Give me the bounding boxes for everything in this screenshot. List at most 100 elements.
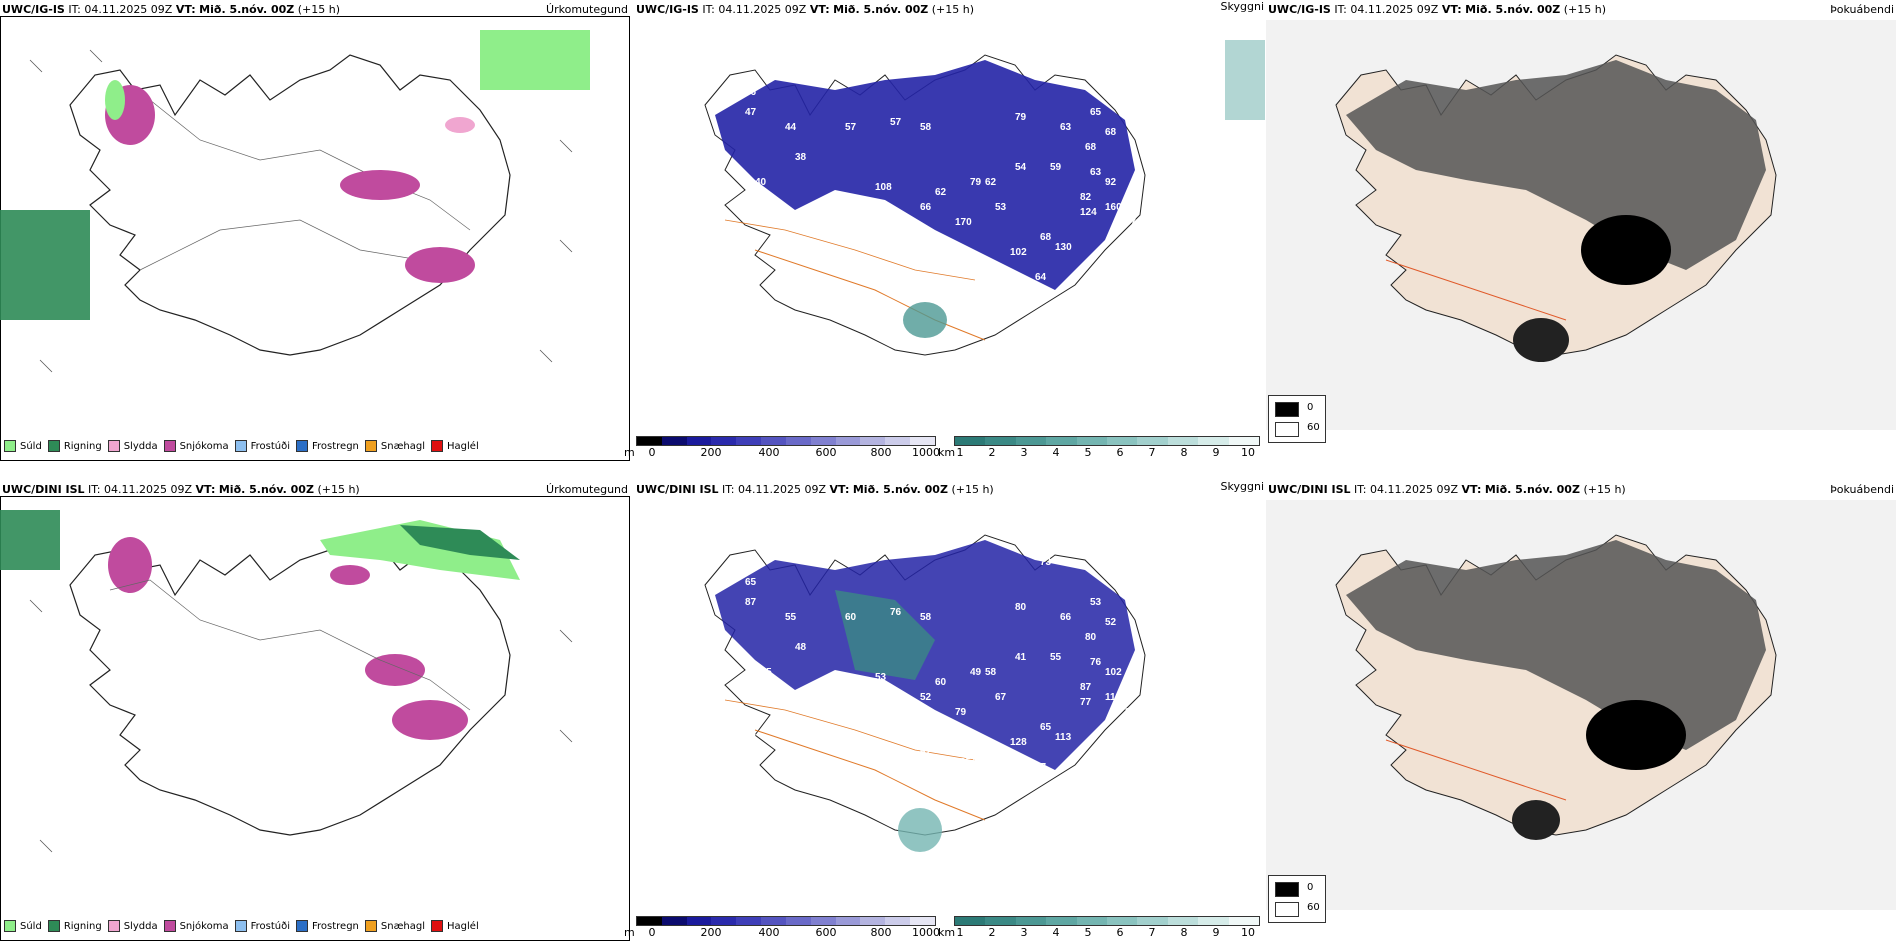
height-colorbar: m 0 200 400 600 800 1000: [624, 916, 940, 940]
fog-label: 0: [1307, 402, 1314, 413]
legend-item: Frostregn: [296, 920, 359, 932]
height-tick: 800: [870, 446, 892, 459]
km-tick: 8: [1180, 926, 1188, 939]
height-value-label: 254: [960, 757, 977, 768]
height-value-label: 68: [1080, 277, 1092, 288]
height-value-label: 53: [875, 672, 887, 683]
height-colorbar-strip: [636, 916, 936, 926]
height-value-label: 63: [1090, 167, 1102, 178]
height-value-label: 54: [1015, 162, 1027, 173]
height-value-label: 108: [875, 182, 892, 193]
panel-header: UWC/IG-IS IT: 04.11.2025 09Z VT: Mið. 5.…: [2, 3, 341, 16]
legend-swatch: [296, 440, 308, 452]
height-value-label: 53: [1090, 597, 1102, 608]
height-value-label: 66: [920, 257, 932, 268]
precip-type-panel: UWC/DINI ISL IT: 04.11.2025 09Z VT: Mið.…: [0, 480, 634, 950]
height-value-label: 60: [845, 612, 857, 623]
km-tick: 3: [1020, 926, 1028, 939]
height-value-label: 58: [920, 122, 932, 133]
height-value-label: 62: [935, 187, 947, 198]
legend-swatch: [163, 440, 176, 452]
height-value-label: 55: [1050, 652, 1062, 663]
height-value-label: 87: [745, 597, 757, 608]
height-value-label: 51: [745, 682, 757, 693]
km-tick: 4: [1052, 926, 1060, 939]
precip-map: [0, 510, 573, 853]
height-value-label: 80: [1015, 602, 1027, 613]
height-value-label: 62: [920, 747, 932, 758]
height-value-label: 52: [1105, 617, 1117, 628]
km-colorbar: km 1 2 3 4 5 6 7 8 9 10: [938, 916, 1260, 940]
height-value-label: 73: [745, 732, 757, 743]
height-value-label: 66: [920, 202, 932, 213]
height-value-label: 69: [1143, 152, 1155, 163]
height-value-label: 66: [1060, 612, 1072, 623]
height-value-label: 44: [785, 122, 797, 133]
fog-index-panel: UWC/IG-IS IT: 04.11.2025 09Z VT: Mið. 5.…: [1266, 0, 1900, 470]
height-value-label: 84: [1105, 767, 1117, 778]
km-tick: 2: [988, 446, 996, 459]
km-tick: 5: [1084, 926, 1092, 939]
height-tick: 0: [648, 446, 656, 459]
fog-legend: 0 60: [1268, 875, 1326, 923]
visibility-panel: UWC/IG-IS IT: 04.11.2025 09Z VT: Mið. 5.…: [624, 0, 1266, 470]
fog-label: 60: [1307, 902, 1320, 913]
height-value-label: 47: [745, 107, 757, 118]
height-value-label: 125: [995, 267, 1012, 278]
panel-header: UWC/DINI ISL IT: 04.11.2025 09Z VT: Mið.…: [1268, 483, 1626, 496]
forecast-row-ig-is: UWC/IG-IS IT: 04.11.2025 09Z VT: Mið. 5.…: [0, 0, 1900, 470]
height-value-label: 76: [890, 607, 902, 618]
legend-item: Frostúði: [234, 920, 290, 932]
panel-title: Úrkomutegund: [546, 3, 628, 16]
km-tick: 10: [1241, 926, 1255, 939]
height-value-label: 56: [745, 87, 757, 98]
height-value-label: 113: [1055, 732, 1072, 743]
legend-swatch: [163, 920, 176, 932]
precip-map: [0, 30, 590, 373]
visibility-panel: UWC/DINI ISL IT: 04.11.2025 09Z VT: Mið.…: [624, 480, 1266, 950]
km-tick: 9: [1212, 446, 1220, 459]
height-unit: m: [624, 446, 635, 459]
legend-swatch: [296, 920, 308, 932]
map-frame: [0, 496, 630, 941]
height-value-label: 128: [1010, 737, 1027, 748]
height-value-label: 160: [1045, 302, 1062, 313]
legend-swatch: [107, 920, 120, 932]
km-colorbar-strip: [954, 436, 1260, 446]
km-tick: 9: [1212, 926, 1220, 939]
height-value-label: 86: [1125, 707, 1137, 718]
legend-item: Slydda: [107, 920, 158, 932]
fog-map: [1266, 20, 1896, 430]
height-value-label: 101: [990, 287, 1007, 298]
height-tick: 400: [758, 446, 780, 459]
height-value-label: 80: [1085, 632, 1097, 643]
km-tick: 1: [956, 446, 964, 459]
km-colorbar: km 1 2 3 4 5 6 7 8 9 10: [938, 436, 1260, 460]
height-value-label: 130: [1055, 242, 1072, 253]
height-value-label: 49: [970, 667, 982, 678]
height-value-label: 64: [745, 192, 757, 203]
fog-swatch-white: [1275, 902, 1299, 917]
height-value-label: 60: [935, 677, 947, 688]
legend-item: Slydda: [107, 440, 158, 452]
height-value-label: 170: [955, 217, 972, 228]
height-value-label: 119: [1105, 692, 1122, 703]
height-value-label: 80: [1080, 767, 1092, 778]
km-tick: 3: [1020, 446, 1028, 459]
height-value-label: 68: [1040, 232, 1052, 243]
height-value-label: 68: [1085, 142, 1097, 153]
legend-swatch: [234, 440, 247, 452]
height-value-label: 52: [920, 692, 932, 703]
height-tick: 1000: [912, 926, 940, 939]
fog-swatch-white: [1275, 422, 1299, 437]
panel-title: Úrkomutegund: [546, 483, 628, 496]
height-value-label: 65: [727, 52, 739, 63]
km-tick: 6: [1116, 926, 1124, 939]
km-tick: 6: [1116, 446, 1124, 459]
legend-item: Snæhagl: [364, 440, 425, 452]
height-value-label: 89: [1040, 67, 1052, 78]
height-value-label: 58: [920, 612, 932, 623]
height-value-label: 73: [1040, 557, 1052, 568]
km-tick: 4: [1052, 446, 1060, 459]
